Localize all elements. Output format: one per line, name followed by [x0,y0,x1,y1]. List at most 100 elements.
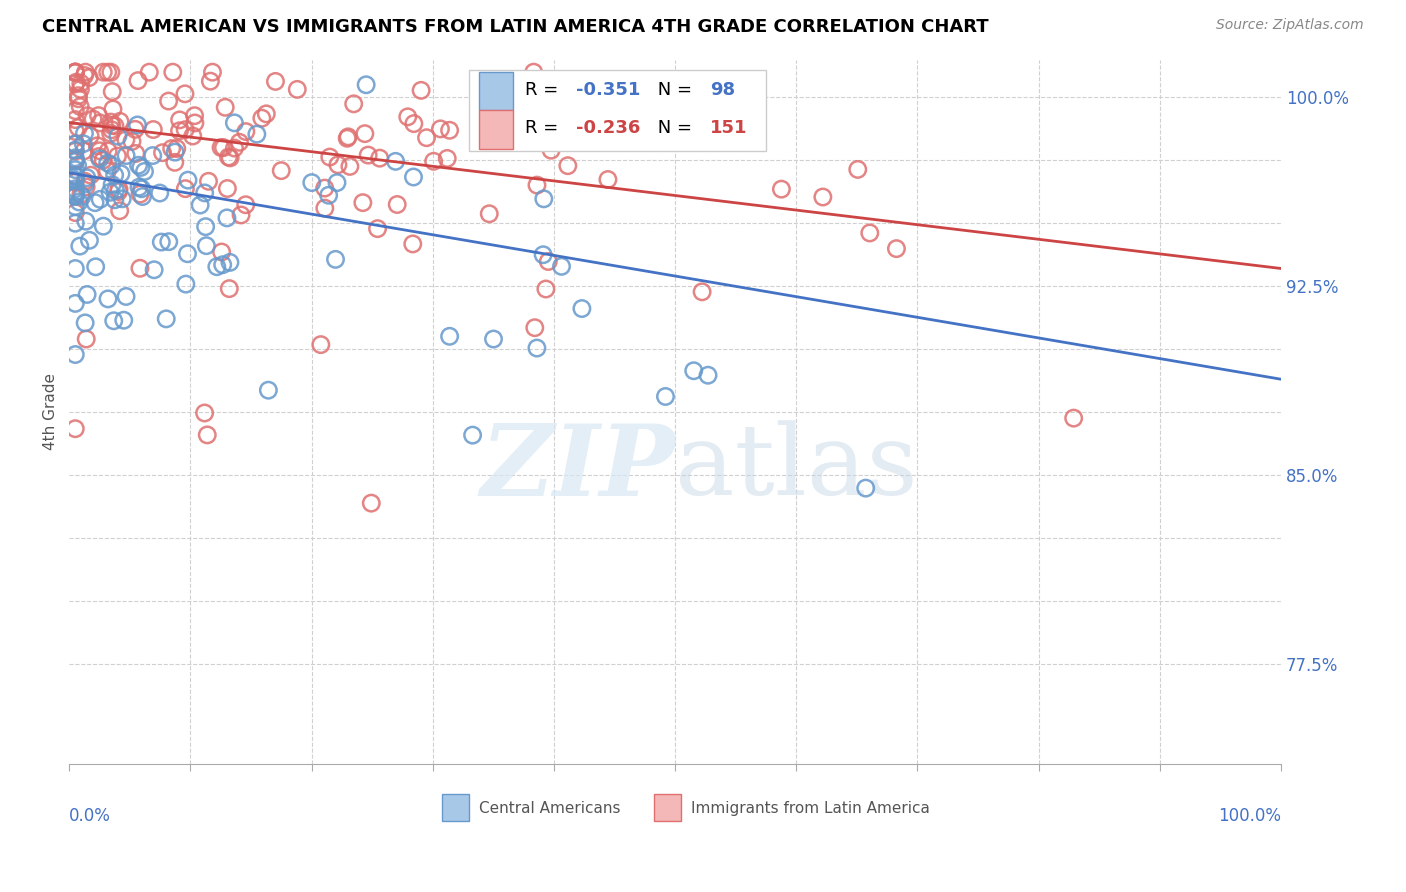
Point [65,136,87,151]
Point [65,186,87,201]
Point [65,169,87,184]
Point [100,122,122,136]
Text: Immigrants from Latin America: Immigrants from Latin America [690,801,929,816]
Point [65,216,87,230]
Point [531,248,554,262]
Point [174,182,197,196]
Point [319,150,342,164]
Point [337,129,360,144]
Point [65,296,87,310]
Point [104,168,127,182]
Point [101,102,124,116]
Point [188,198,211,212]
Point [100,65,122,79]
Point [111,192,134,206]
Point [65,200,87,214]
Point [65,65,87,79]
Point [571,301,593,316]
Point [79,128,101,143]
Point [439,329,461,343]
Point [205,260,228,274]
Point [98,186,121,200]
Point [859,226,882,240]
Point [682,364,704,378]
Point [415,130,437,145]
Point [697,368,720,383]
Point [336,131,359,145]
Point [200,74,222,88]
Point [250,112,273,126]
Point [129,261,152,276]
Point [69,99,91,113]
Text: 151: 151 [710,119,748,137]
Point [523,65,546,79]
Point [422,154,444,169]
Text: Source: ZipAtlas.com: Source: ZipAtlas.com [1216,18,1364,32]
Point [436,152,458,166]
Point [402,117,425,131]
Point [411,83,433,97]
Point [75,332,97,346]
Point [65,136,87,151]
Point [143,262,166,277]
FancyBboxPatch shape [479,71,513,111]
Point [65,65,87,79]
Point [169,112,191,127]
Point [474,120,496,135]
Point [368,151,391,165]
Point [65,188,87,202]
Point [131,189,153,203]
Point [69,239,91,253]
Point [73,174,96,188]
Point [65,75,87,89]
Point [219,255,242,269]
Point [73,69,96,83]
Point [533,192,555,206]
Point [181,128,204,143]
Point [76,109,98,123]
Point [115,148,138,162]
Point [67,92,90,106]
Point [79,233,101,247]
Point [194,406,217,420]
Point [65,261,87,276]
Point [101,119,124,133]
Point [357,148,380,162]
Point [65,205,87,219]
Point [339,160,361,174]
Point [87,109,110,123]
Point [194,186,217,200]
Text: N =: N = [652,81,697,99]
Point [163,155,186,169]
Point [75,214,97,228]
Text: Central Americans: Central Americans [479,801,620,816]
Point [127,73,149,87]
Point [73,144,96,158]
Point [224,116,246,130]
Text: R =: R = [524,81,564,99]
Point [160,142,183,156]
Point [65,162,87,177]
Point [526,178,548,193]
Point [65,182,87,196]
Point [325,252,347,267]
Point [65,169,87,183]
Point [65,189,87,203]
Point [97,292,120,306]
Point [115,133,138,147]
Point [65,77,87,91]
Point [110,167,132,181]
Point [439,123,461,137]
Point [129,161,152,175]
Point [538,109,561,123]
Point [478,207,501,221]
Point [218,282,240,296]
Point [67,120,90,135]
Point [129,187,152,202]
Point [184,116,207,130]
Point [134,164,156,178]
Point [65,65,87,79]
Point [82,112,104,126]
Point [174,87,197,101]
Point [169,124,191,138]
